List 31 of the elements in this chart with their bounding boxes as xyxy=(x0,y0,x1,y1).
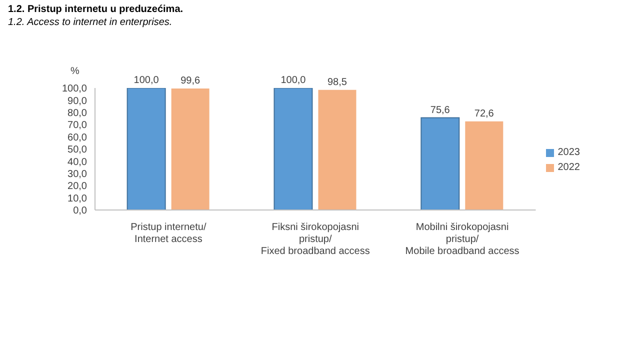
data-label: 100,0 xyxy=(134,75,160,86)
legend-label: 2022 xyxy=(558,162,580,173)
bar xyxy=(420,117,460,210)
y-tick-label: 20,0 xyxy=(68,181,88,192)
bar xyxy=(126,88,166,210)
y-tick-label: 100,0 xyxy=(62,84,88,95)
chart-title: 1.2. Pristup internetu u preduzećima. xyxy=(8,4,184,15)
legend-label: 2023 xyxy=(558,147,580,158)
bar xyxy=(318,90,356,210)
x-tick-label: Pristup internetu/ Internet access xyxy=(130,222,206,245)
x-tick-label: Mobilni širokopojasni pristup/ Mobile broadband access xyxy=(405,222,520,257)
y-tick-label: 50,0 xyxy=(68,144,88,156)
data-label: 98,5 xyxy=(328,76,348,88)
y-tick-label: 10,0 xyxy=(68,193,88,204)
y-axis-title: % xyxy=(70,66,80,77)
bar xyxy=(171,88,210,210)
y-tick-label: 60,0 xyxy=(68,132,88,144)
y-tick-label: 40,0 xyxy=(68,156,88,168)
x-tick-label: Fiksni širokopojasni pristup/ Fixed broadband access xyxy=(260,222,370,257)
bar xyxy=(465,121,504,210)
chart-subtitle: 1.2. Access to internet in enterprises. xyxy=(8,17,172,28)
y-tick-label: 80,0 xyxy=(68,108,88,119)
data-label: 72,6 xyxy=(474,108,494,120)
y-tick-label: 0,0 xyxy=(73,206,88,217)
data-label: 99,6 xyxy=(180,75,200,86)
y-tick-label: 30,0 xyxy=(68,168,88,180)
bar xyxy=(274,88,313,210)
y-tick-label: 70,0 xyxy=(68,120,88,132)
data-label: 75,6 xyxy=(430,104,450,116)
y-tick-label: 90,0 xyxy=(68,96,88,107)
data-label: 100,0 xyxy=(280,75,306,86)
